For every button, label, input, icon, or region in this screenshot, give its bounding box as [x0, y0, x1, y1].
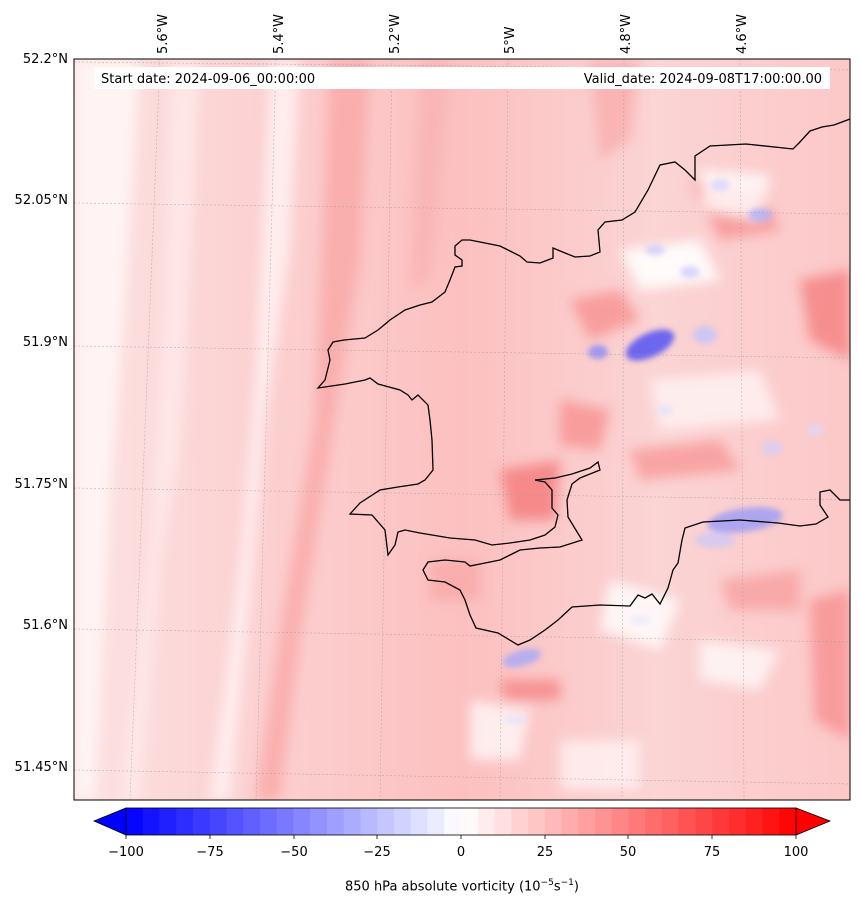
colorbar-band	[678, 808, 696, 835]
colorbar-band	[628, 808, 646, 835]
colorbar-bands	[126, 808, 797, 835]
colorbar-band	[511, 808, 529, 835]
lon-label-5-2w: 5.2°W	[388, 13, 403, 54]
lon-label-5w: 5°W	[503, 26, 518, 54]
lat-label-51-9n: 51.9°N	[22, 335, 68, 350]
colorbar-tick-label: 0	[456, 845, 466, 860]
map-frame	[73, 58, 851, 801]
colorbar-band	[226, 808, 244, 835]
colorbar-band	[343, 808, 361, 835]
colorbar-tick-label: −100	[108, 845, 144, 860]
colorbar-tick-label: 25	[536, 845, 554, 860]
colorbar-band	[293, 808, 311, 835]
colorbar-band	[209, 808, 227, 835]
colorbar-tick-label: 50	[619, 845, 637, 860]
colorbar-band	[712, 808, 730, 835]
colorbar-tick-label: −75	[196, 845, 224, 860]
info-box	[94, 67, 830, 89]
lat-label-51-45n: 51.45°N	[14, 760, 68, 775]
colorbar-band	[494, 808, 512, 835]
colorbar-band	[662, 808, 680, 835]
colorbar-band	[310, 808, 328, 835]
colorbar-band	[276, 808, 294, 835]
colorbar-band	[327, 808, 345, 835]
colorbar-band	[461, 808, 479, 835]
graticule	[74, 59, 850, 800]
colorbar-band	[544, 808, 562, 835]
colorbar-tick-label: −50	[280, 845, 308, 860]
colorbar-band	[762, 808, 780, 835]
colorbar-band	[729, 808, 747, 835]
colorbar-band	[360, 808, 378, 835]
colorbar-band	[427, 808, 445, 835]
lon-label-5-6w: 5.6°W	[156, 13, 171, 54]
lat-label-51-6n: 51.6°N	[22, 618, 68, 633]
colorbar-tick-label: 75	[703, 845, 721, 860]
colorbar-band	[260, 808, 278, 835]
colorbar-band	[779, 808, 797, 835]
colorbar-band	[159, 808, 177, 835]
colorbar-band	[142, 808, 160, 835]
colorbar-band	[394, 808, 412, 835]
colorbar-ticks	[125, 835, 797, 839]
colorbar-band	[377, 808, 395, 835]
colorbar-band	[176, 808, 194, 835]
colorbar-band	[243, 808, 261, 835]
colorbar-band	[126, 808, 144, 835]
start-date-label: Start date: 2024-09-06_00:00:00	[101, 72, 315, 87]
colorbar-band	[444, 808, 462, 835]
lon-label-4-8w: 4.8°W	[619, 13, 634, 54]
lat-label-52-05n: 52.05°N	[14, 193, 68, 208]
colorbar	[92, 807, 832, 839]
colorbar-band	[193, 808, 211, 835]
colorbar-band	[645, 808, 663, 835]
lon-label-5-4w: 5.4°W	[272, 13, 287, 54]
colorbar-min-extend	[92, 807, 127, 836]
colorbar-label: 850 hPa absolute vorticity (10−5s−1)	[345, 878, 579, 895]
vorticity-field	[74, 59, 850, 800]
coastline	[316, 118, 850, 646]
colorbar-band	[528, 808, 546, 835]
colorbar-band	[745, 808, 763, 835]
colorbar-band	[595, 808, 613, 835]
colorbar-band	[578, 808, 596, 835]
colorbar-tick-label: −25	[363, 845, 391, 860]
lat-label-52-2n: 52.2°N	[22, 52, 68, 67]
lon-label-4-6w: 4.6°W	[735, 13, 750, 54]
colorbar-band	[611, 808, 629, 835]
colorbar-band	[477, 808, 495, 835]
colorbar-band	[695, 808, 713, 835]
colorbar-band	[410, 808, 428, 835]
colorbar-tick-label: 100	[783, 845, 809, 860]
valid-date-label: Valid_date: 2024-09-08T17:00:00.00	[584, 72, 822, 87]
colorbar-max-extend	[795, 807, 832, 836]
colorbar-band	[561, 808, 579, 835]
lat-label-51-75n: 51.75°N	[14, 477, 68, 492]
